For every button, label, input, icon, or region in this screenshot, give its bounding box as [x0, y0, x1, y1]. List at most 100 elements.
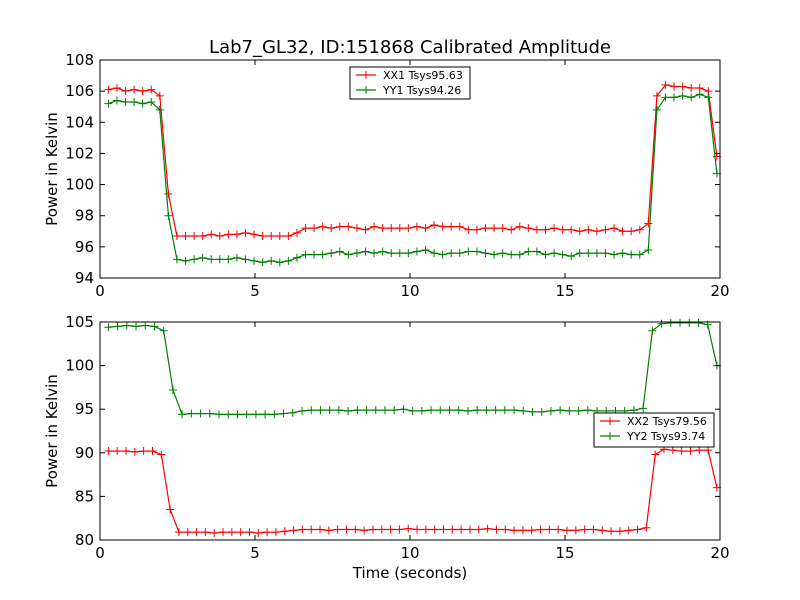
- data-point: [528, 407, 537, 416]
- data-point: [610, 250, 619, 259]
- data-point: [361, 247, 370, 256]
- data-point: [335, 247, 344, 256]
- data-point: [139, 447, 148, 456]
- data-point: [275, 231, 284, 240]
- data-point: [583, 406, 592, 415]
- data-point: [541, 225, 550, 234]
- data-point: [370, 249, 379, 258]
- data-point: [510, 406, 519, 415]
- data-point: [236, 528, 245, 537]
- data-point: [284, 256, 293, 265]
- data-point: [445, 406, 454, 415]
- y-tick-label: 106: [65, 82, 94, 100]
- data-point: [448, 525, 457, 534]
- x-tick-label: 15: [555, 282, 574, 300]
- data-point: [507, 250, 516, 259]
- data-point: [618, 227, 627, 236]
- y-tick-label: 94: [75, 269, 94, 287]
- data-point: [550, 224, 559, 233]
- data-point: [483, 524, 492, 533]
- data-point: [642, 523, 651, 532]
- data-point: [307, 525, 316, 534]
- data-point: [362, 406, 371, 415]
- data-point: [404, 224, 413, 233]
- data-point: [639, 404, 648, 413]
- data-point: [196, 409, 205, 418]
- data-point: [627, 250, 636, 259]
- data-point: [567, 252, 576, 261]
- data-point: [164, 211, 173, 220]
- data-point: [360, 526, 369, 535]
- data-point: [515, 250, 524, 259]
- legend-label: YY1 Tsys94.26: [382, 84, 461, 97]
- chart-title: Lab7_GL32, ID:151868 Calibrated Amplitud…: [209, 37, 611, 58]
- data-point: [687, 93, 696, 102]
- data-point: [232, 253, 241, 262]
- data-point: [390, 406, 399, 415]
- data-point: [668, 446, 677, 455]
- data-point: [352, 249, 361, 258]
- data-point: [417, 406, 426, 415]
- data-point: [399, 405, 408, 414]
- data-point: [532, 225, 541, 234]
- data-point: [430, 249, 439, 258]
- data-point: [565, 406, 574, 415]
- data-point: [250, 230, 259, 239]
- x-tick-label: 20: [710, 282, 729, 300]
- data-point: [670, 93, 679, 102]
- y-tick-label: 108: [65, 51, 94, 69]
- data-point: [510, 526, 519, 535]
- data-point: [157, 450, 166, 459]
- data-point: [439, 525, 448, 534]
- data-point: [104, 99, 113, 108]
- data-point: [232, 230, 241, 239]
- data-point: [575, 249, 584, 258]
- data-point: [104, 85, 113, 94]
- data-point: [661, 80, 670, 89]
- data-point: [465, 525, 474, 534]
- data-point: [113, 322, 122, 331]
- data-point: [104, 447, 113, 456]
- legend-label: XX1 Tsys95.63: [383, 69, 463, 82]
- data-point: [652, 105, 661, 114]
- data-point: [550, 249, 559, 258]
- data-point: [589, 525, 598, 534]
- data-point: [524, 247, 533, 256]
- data-point: [201, 528, 210, 537]
- data-point: [342, 525, 351, 534]
- data-point: [472, 247, 481, 256]
- data-point: [333, 525, 342, 534]
- legend-box: [349, 66, 471, 100]
- data-point: [233, 410, 242, 419]
- data-point: [395, 224, 404, 233]
- data-point: [112, 84, 121, 93]
- data-point: [138, 87, 147, 96]
- x-tick-label: 5: [250, 282, 260, 300]
- data-point: [421, 245, 430, 254]
- data-point: [147, 85, 156, 94]
- data-point: [245, 528, 254, 537]
- data-point: [207, 230, 216, 239]
- data-point: [545, 525, 554, 534]
- data-point: [412, 222, 421, 231]
- data-point: [430, 525, 439, 534]
- data-point: [404, 249, 413, 258]
- data-point: [210, 529, 219, 538]
- data-point: [267, 231, 276, 240]
- data-point: [635, 250, 644, 259]
- data-point: [174, 528, 183, 537]
- data-point: [181, 256, 190, 265]
- data-point: [395, 249, 404, 258]
- data-point: [592, 227, 601, 236]
- data-point: [219, 528, 228, 537]
- data-point: [168, 386, 177, 395]
- data-point: [651, 450, 660, 459]
- data-point: [334, 406, 343, 415]
- data-point: [607, 527, 616, 536]
- data-point: [501, 525, 510, 534]
- data-point: [327, 249, 336, 258]
- legend-label: XX2 Tsys79.56: [627, 415, 707, 428]
- data-point: [481, 224, 490, 233]
- data-point: [648, 326, 657, 335]
